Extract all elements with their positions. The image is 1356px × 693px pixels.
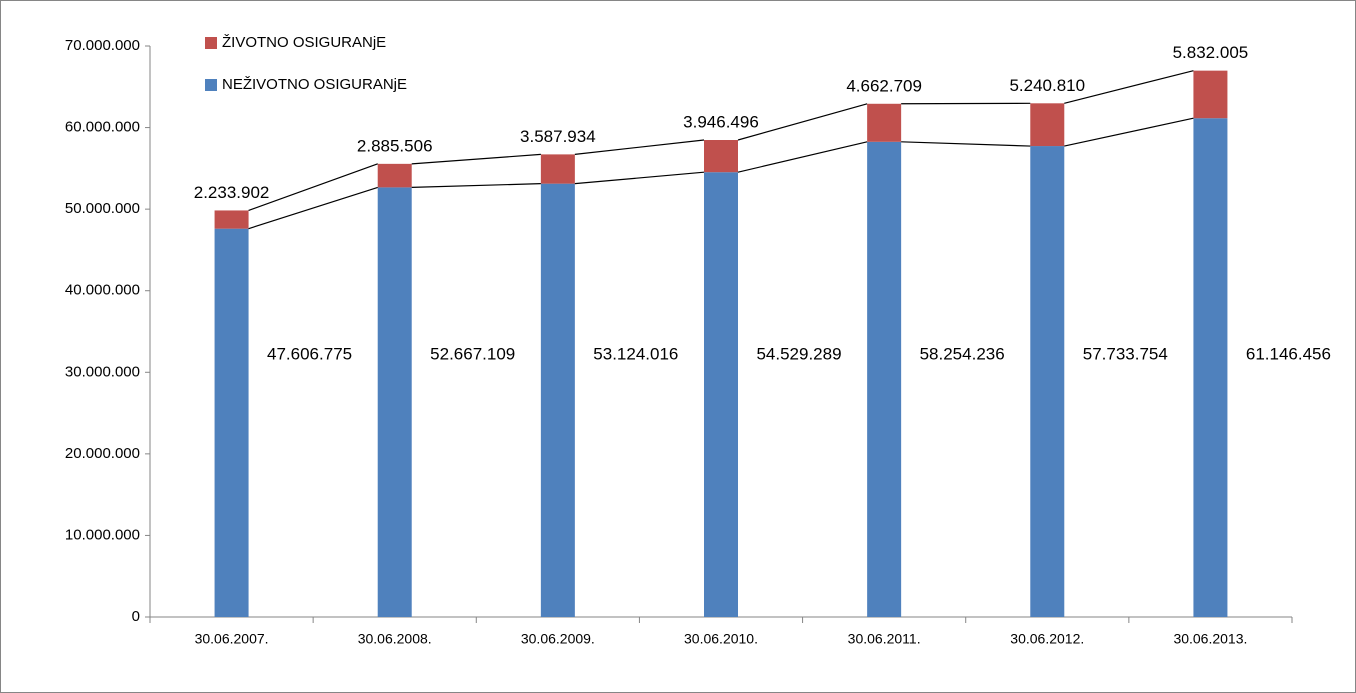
series-line (574, 171, 705, 185)
series-line (248, 186, 378, 230)
y-tick-label: 10.000.000 (65, 526, 140, 543)
bar-segment (867, 103, 902, 142)
bar-segment (704, 140, 738, 173)
y-tick-label: 40.000.000 (65, 282, 140, 299)
series-line (1064, 70, 1194, 104)
series-line (1064, 117, 1194, 147)
series-line (737, 103, 868, 141)
value-label: 2.233.902 (194, 183, 270, 202)
value-label: 4.662.709 (846, 76, 922, 95)
x-tick-label: 30.06.2009. (521, 631, 595, 647)
bar-segment (540, 154, 575, 184)
series-line (411, 183, 541, 188)
y-tick-label: 50.000.000 (65, 200, 140, 217)
value-label: 47.606.775 (267, 344, 352, 363)
value-label: 52.667.109 (430, 344, 515, 363)
y-tick-label: 60.000.000 (65, 119, 140, 136)
y-tick-label: 0 (132, 608, 140, 625)
value-label: 54.529.289 (756, 344, 841, 363)
x-tick-label: 30.06.2008. (358, 631, 432, 647)
series-line (411, 153, 541, 165)
value-label: 61.146.456 (1246, 344, 1331, 363)
value-label: 3.587.934 (520, 127, 596, 146)
bar-segment (377, 163, 412, 188)
x-tick-label: 30.06.2007. (195, 631, 269, 647)
value-label: 58.254.236 (920, 344, 1005, 363)
x-tick-label: 30.06.2013. (1173, 631, 1247, 647)
bar-segment (1030, 103, 1065, 147)
bar-segment (214, 210, 249, 229)
value-label: 3.946.496 (683, 112, 759, 131)
bar-segment (214, 228, 249, 617)
bar-segment (1193, 70, 1228, 119)
x-tick-label: 30.06.2011. (848, 631, 921, 647)
value-label: 5.240.810 (1009, 76, 1085, 95)
value-label: 5.832.005 (1173, 43, 1249, 62)
series-line (737, 141, 868, 173)
value-label: 53.124.016 (593, 344, 678, 363)
y-tick-label: 30.000.000 (65, 363, 140, 380)
value-label: 57.733.754 (1083, 344, 1168, 363)
bar-segment (540, 183, 575, 618)
series-line (574, 139, 705, 155)
legend-swatch (205, 37, 217, 49)
bar-segment (1193, 118, 1228, 618)
legend-label: ŽIVOTNO OSIGURANjE (222, 34, 386, 51)
series-line (248, 163, 378, 212)
x-tick-label: 30.06.2010. (684, 631, 758, 647)
legend-swatch (205, 79, 217, 91)
y-tick-label: 70.000.000 (65, 37, 140, 54)
bar-segment (704, 172, 738, 618)
bar-segment (1030, 146, 1065, 617)
bar-segment (377, 187, 412, 617)
x-tick-label: 30.06.2012. (1010, 631, 1084, 647)
bar-segment (867, 141, 902, 617)
value-label: 2.885.506 (357, 136, 433, 155)
legend-label: NEŽIVOTNO OSIGURANjE (222, 76, 407, 93)
y-tick-label: 20.000.000 (65, 445, 140, 462)
series-line (901, 141, 1031, 147)
